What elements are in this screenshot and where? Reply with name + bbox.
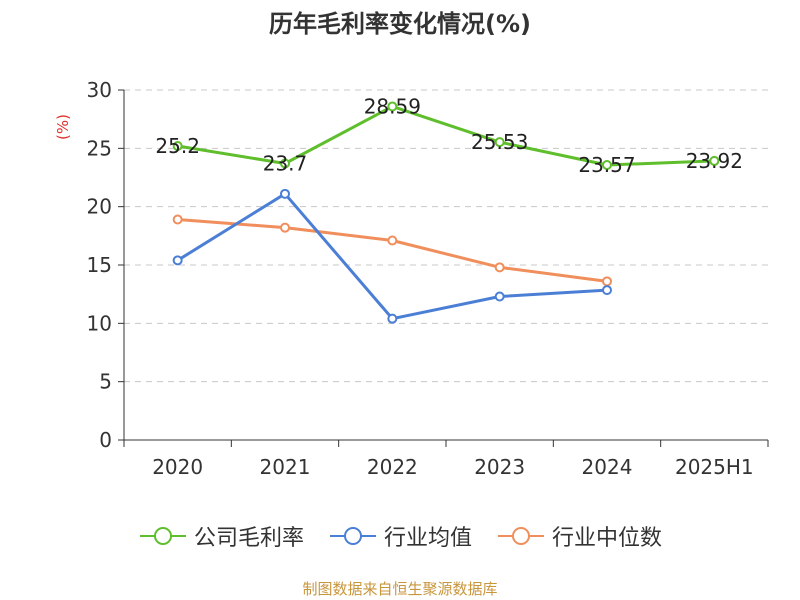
legend-label: 行业均值	[383, 526, 472, 551]
data-label: 25.53	[471, 130, 528, 154]
data-point	[280, 222, 290, 233]
data-label: 23.92	[686, 149, 743, 173]
y-tick-label: 10	[87, 311, 112, 335]
legend-line-circle-icon	[329, 527, 376, 545]
grid-lines	[124, 89, 768, 383]
y-tick-label: 0	[99, 428, 112, 452]
legend-label: 公司毛利率	[193, 526, 304, 551]
data-point	[494, 291, 505, 302]
y-tick-label: 15	[87, 253, 112, 277]
series-line	[176, 192, 608, 321]
legend-line-circle-icon	[139, 527, 186, 545]
series-line	[177, 218, 608, 283]
legend-item[interactable]: 行业中位数	[496, 520, 662, 552]
data-point	[709, 155, 720, 166]
data-point	[172, 141, 183, 151]
source-note: 制图数据来自恒生聚源数据库	[302, 580, 498, 598]
data-point	[602, 276, 612, 287]
legend-item[interactable]: 公司毛利率	[138, 520, 304, 552]
y-tick-label: 30	[87, 78, 112, 102]
legend-line-circle-icon	[498, 527, 544, 545]
data-label: 23.7	[263, 152, 308, 176]
data-point	[602, 160, 612, 171]
legend-label: 行业中位数	[552, 526, 663, 551]
data-point	[387, 235, 398, 246]
legend-item[interactable]: 行业均值	[328, 520, 472, 552]
data-label: 25.2	[155, 134, 200, 158]
data-point	[172, 255, 183, 266]
data-point	[494, 137, 505, 148]
y-tick-label: 25	[87, 136, 112, 160]
x-tick-label: 2023	[474, 455, 525, 479]
data-point	[387, 313, 398, 324]
x-tick-label: 2020	[152, 455, 203, 479]
data-label: 28.59	[364, 94, 421, 118]
series-line	[177, 104, 715, 167]
data-point	[280, 188, 290, 199]
data-labels: 25.2 23.7 28.59 25.53 23.57 23.92	[155, 94, 743, 177]
data-point	[494, 262, 505, 273]
y-axis-label: (%)	[54, 114, 72, 140]
data-point	[387, 101, 398, 112]
data-point	[172, 214, 183, 225]
data-point	[280, 158, 290, 169]
x-tick-label: 2022	[367, 455, 418, 479]
x-tick-label: 2025H1	[675, 455, 754, 479]
legend: 公司毛利率 行业均值 行业中位数	[0, 520, 800, 552]
series-lines	[172, 101, 720, 324]
axes: 0 5 10 15 20 25 30 2020 2021 2022 2023 2024 2025H1 (%…	[54, 78, 769, 479]
x-tick-label: 2021	[260, 455, 311, 479]
x-tick-label: 2024	[582, 455, 633, 479]
y-tick-label: 20	[87, 195, 112, 219]
data-point	[602, 285, 612, 296]
chart-title: 历年毛利率变化情况(%)	[269, 10, 531, 38]
data-label: 23.57	[578, 153, 635, 177]
y-tick-label: 5	[99, 370, 112, 394]
